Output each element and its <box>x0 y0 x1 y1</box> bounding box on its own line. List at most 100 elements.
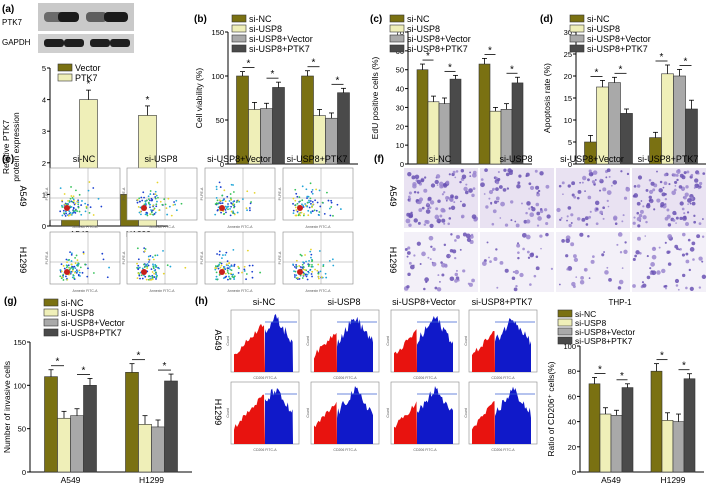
invasive-cell <box>539 209 544 214</box>
invasive-cell <box>677 169 681 173</box>
flow-dot <box>224 254 227 256</box>
panel-h-chart-bar <box>661 420 674 473</box>
flow-dot <box>314 199 317 202</box>
histogram-positive-region <box>265 314 293 372</box>
flow-dot-plot: Annexin FITC-A PI-PE-A <box>200 167 276 229</box>
flow-dot <box>74 267 77 270</box>
invasive-cell <box>582 175 587 181</box>
invasive-cell <box>675 284 679 287</box>
invasive-cell <box>608 278 612 282</box>
flow-dot <box>230 202 232 204</box>
flow-dot <box>322 265 325 267</box>
panel-c-significance: * <box>426 51 430 62</box>
flow-axis-x-label: Annexin FITC-A <box>228 289 254 292</box>
invasive-cell <box>590 259 595 264</box>
invasive-cell <box>687 198 692 203</box>
invasive-cell <box>470 233 474 237</box>
invasive-cell <box>667 223 672 227</box>
panel-h-chart-legend-label: si-NC <box>575 309 596 319</box>
invasive-cell <box>591 173 594 176</box>
invasive-cell <box>606 266 609 269</box>
flow-dot <box>245 207 248 210</box>
panel-d-y-tick-label: 30 <box>564 28 572 37</box>
flow-dot <box>310 212 313 214</box>
invasive-cell <box>675 222 677 224</box>
flow-dot <box>161 203 164 206</box>
invasive-cell <box>560 217 563 219</box>
flow-dot <box>230 210 233 213</box>
histogram-x-label: CD206 FITC-A <box>491 376 515 380</box>
flow-dot <box>78 210 81 213</box>
flow-dot <box>223 189 226 192</box>
panel-e-letter: (e) <box>2 154 14 165</box>
invasive-cell <box>407 272 411 277</box>
invasive-cell <box>595 207 599 211</box>
panel-a-significance: * <box>87 79 91 90</box>
panel-b-y-label: Cell viability (%) <box>194 68 204 129</box>
panel-h-chart-significance: * <box>682 361 686 372</box>
invasive-cell <box>460 169 465 173</box>
invasive-cell <box>427 196 432 201</box>
flow-dot <box>92 272 95 274</box>
flow-dot <box>153 272 156 275</box>
flow-dot <box>228 262 231 264</box>
invasive-cell <box>480 182 485 188</box>
invasive-cell <box>439 281 441 283</box>
flow-dot <box>243 270 246 272</box>
panel-f-row-label: H1299 <box>388 247 398 274</box>
invasive-cell <box>449 254 452 258</box>
flow-axis-y-label: PI-PE-A <box>200 251 204 264</box>
flow-dot <box>75 254 78 257</box>
flow-dot <box>59 275 62 278</box>
flow-dot <box>293 274 296 276</box>
flow-dot <box>145 278 148 281</box>
flow-dot <box>62 209 65 212</box>
invasive-cell <box>587 235 590 238</box>
panel-h-chart-legend-label: si-USP8+PTK7 <box>575 336 633 346</box>
invasive-cell <box>450 205 456 210</box>
invasive-cell <box>650 262 655 267</box>
flow-dot <box>227 208 229 211</box>
invasive-cell <box>691 241 696 246</box>
invasive-cell <box>688 268 691 272</box>
flow-dot <box>106 276 109 279</box>
flow-dot <box>217 264 219 267</box>
panel-h-chart-significance: * <box>598 365 602 376</box>
invasive-cell <box>581 181 584 184</box>
flow-plot-frame <box>49 167 121 221</box>
flow-dot <box>144 213 147 216</box>
flow-dot <box>292 197 295 200</box>
panel-c-chart: (c)010203040506070EdU positive cells (%)… <box>370 14 532 177</box>
panel-b-legend-swatch <box>231 14 247 23</box>
panel-h-chart-bar <box>610 415 623 473</box>
flow-dot <box>317 275 320 278</box>
flow-dot <box>292 202 294 205</box>
invasive-cell <box>697 172 700 175</box>
invasive-cell <box>536 211 541 216</box>
microscopy-background <box>556 168 630 228</box>
flow-dot <box>73 199 75 202</box>
flow-dot <box>140 196 143 199</box>
flow-dot <box>70 266 73 269</box>
flow-dot <box>309 197 312 200</box>
flow-dot <box>294 199 297 202</box>
panel-h-chart-legend-label: si-USP8 <box>575 318 606 328</box>
flow-dot <box>63 193 66 195</box>
invasive-cell <box>580 275 584 280</box>
panel-a-y-label: protein expression <box>11 112 21 182</box>
flow-dot <box>72 274 75 276</box>
invasive-cell <box>648 178 652 182</box>
flow-dot <box>175 209 178 212</box>
panel-b-y-tick-label: 100 <box>211 72 224 81</box>
flow-dot <box>101 252 104 255</box>
flow-dot <box>220 264 223 267</box>
invasive-cell <box>681 207 685 211</box>
panel-a-letter: (a) <box>2 4 14 15</box>
flow-dot <box>79 275 81 277</box>
flow-dot <box>221 257 223 260</box>
invasive-cell <box>488 189 494 195</box>
invasive-cell <box>502 188 507 192</box>
invasive-cell <box>636 201 641 206</box>
panel-h-chart-legend-swatch <box>557 336 573 345</box>
invasive-cell <box>588 169 592 173</box>
